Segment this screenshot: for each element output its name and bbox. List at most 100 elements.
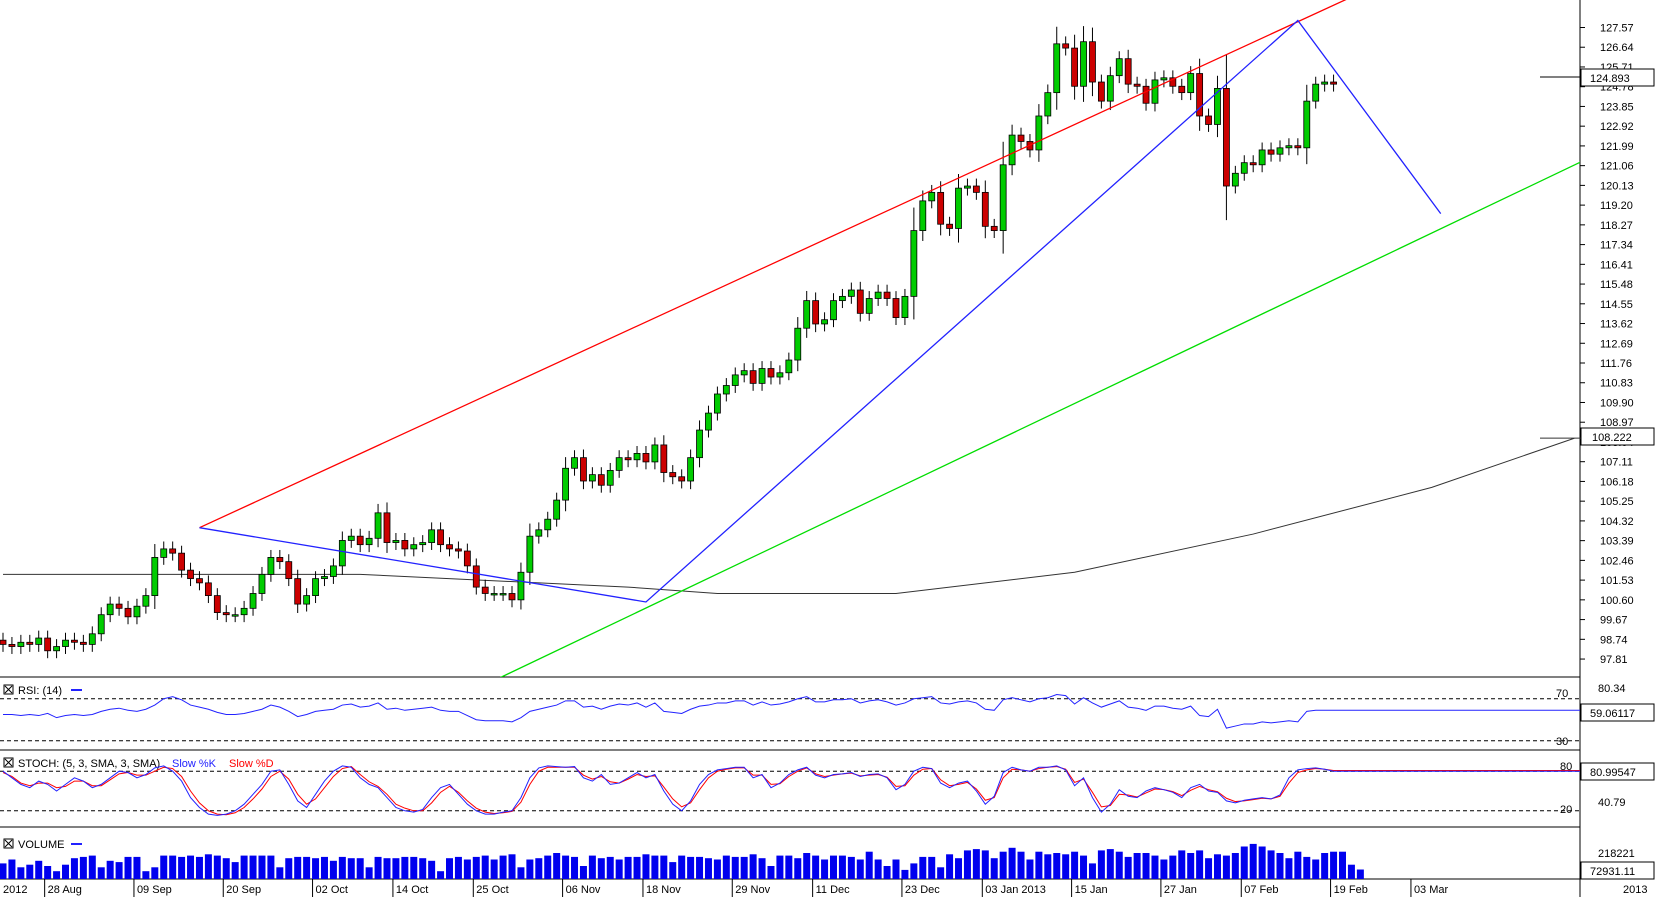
stoch-last-box (1580, 762, 1655, 781)
volume-bar (303, 856, 311, 879)
volume-bar (544, 855, 552, 879)
candle-body-up (53, 646, 60, 652)
candle (669, 465, 677, 485)
candle (517, 562, 525, 610)
candle-body-up (839, 295, 846, 302)
candle-body-down (79, 641, 87, 645)
date-label: 07 Feb (1244, 884, 1278, 896)
volume-bar (481, 855, 489, 879)
volume-bar (347, 858, 355, 879)
candle-body-up (910, 230, 918, 297)
candle (865, 291, 873, 321)
candle (276, 549, 284, 570)
candle (231, 607, 239, 623)
ma-label-box-frame (1580, 427, 1655, 446)
candle (455, 541, 462, 559)
price-tick-label: 116.41 (1600, 259, 1633, 271)
candle (1080, 26, 1087, 102)
price-tick-label: 117.34 (1600, 240, 1633, 252)
volume-bar (204, 854, 212, 879)
volume-bar (919, 856, 927, 879)
candle (204, 575, 212, 604)
candle-body-down (1249, 162, 1257, 166)
candle-body-up (321, 576, 328, 580)
candle (955, 174, 962, 243)
candle (1044, 84, 1052, 125)
candle (267, 549, 275, 582)
volume-bar (213, 855, 221, 879)
price-tick-label: 112.69 (1600, 338, 1633, 350)
volume-last-box (1580, 861, 1655, 880)
candle (580, 449, 587, 490)
candle (1258, 142, 1266, 173)
candle (312, 571, 319, 604)
volume-bar (696, 856, 704, 879)
candle (749, 363, 757, 391)
candle (803, 290, 811, 338)
volume-bar (499, 855, 507, 879)
candle-body-down (1142, 85, 1150, 104)
candle-body-up (776, 372, 784, 378)
volume-bar (1115, 851, 1123, 879)
date-label: 29 Nov (735, 884, 770, 896)
volume-bar (1071, 851, 1079, 879)
candle (499, 586, 507, 601)
price-tick-label: 104.32 (1600, 516, 1634, 528)
volume-bar (463, 859, 471, 879)
candle-body-up (1231, 172, 1239, 187)
candle (839, 288, 846, 309)
volume-bar (812, 855, 820, 879)
price-tick-label: 103.39 (1600, 536, 1634, 548)
price-tick-label: 119.20 (1600, 200, 1633, 212)
volume-bar (624, 856, 632, 879)
volume-bar (749, 854, 757, 879)
stoch-axis: 80 40.79 20 80.99547 (1560, 761, 1655, 816)
candle-body-up (731, 374, 739, 386)
candle (615, 450, 623, 478)
volume-bar (1294, 851, 1302, 879)
candle (490, 586, 498, 601)
candle-body-up (17, 641, 25, 647)
candle-body-up (499, 593, 507, 596)
volume-bar (874, 859, 882, 879)
candle-body-up (1080, 41, 1087, 87)
candle-body-down (178, 552, 186, 571)
candle-body-down (0, 639, 7, 645)
candle (178, 545, 186, 578)
volume-bar (642, 854, 650, 879)
volume-bar (1330, 851, 1338, 879)
volume-bar (928, 856, 936, 879)
candle (1312, 76, 1320, 109)
last-price-label: 124.893 (1590, 73, 1630, 85)
volume-bar (1222, 855, 1230, 879)
candle (347, 528, 355, 548)
stoch-tick-80: 80 (1560, 761, 1572, 773)
candle-body-up (410, 544, 418, 550)
volume-bar (588, 855, 596, 879)
volume-bar (776, 855, 784, 879)
volume-bar (740, 856, 748, 879)
candle (1160, 70, 1168, 88)
candle (687, 449, 695, 490)
candle-body-up (964, 185, 971, 189)
candle (115, 596, 123, 616)
candle-body-down (1196, 73, 1204, 117)
volume-bar (1160, 859, 1168, 879)
candle-body-down (937, 191, 945, 225)
stoch-k-line (2, 765, 1580, 816)
price-tick-label: 98.74 (1600, 634, 1628, 646)
price-tick-label: 115.48 (1600, 279, 1633, 291)
volume-bar (106, 860, 114, 879)
rsi-label: RSI: (14) (18, 685, 62, 697)
volume-bar (195, 856, 203, 879)
candle-body-up (1276, 147, 1284, 155)
candle-body-up (428, 529, 436, 543)
candle-body-up (571, 457, 578, 469)
candle-body-down (892, 298, 900, 318)
candle (758, 361, 766, 391)
stoch-k-label: Slow %K (172, 758, 217, 770)
candle (71, 632, 78, 650)
candle-body-up (1240, 162, 1248, 174)
candle-body-down (401, 540, 409, 550)
volume-bar (1062, 854, 1070, 879)
